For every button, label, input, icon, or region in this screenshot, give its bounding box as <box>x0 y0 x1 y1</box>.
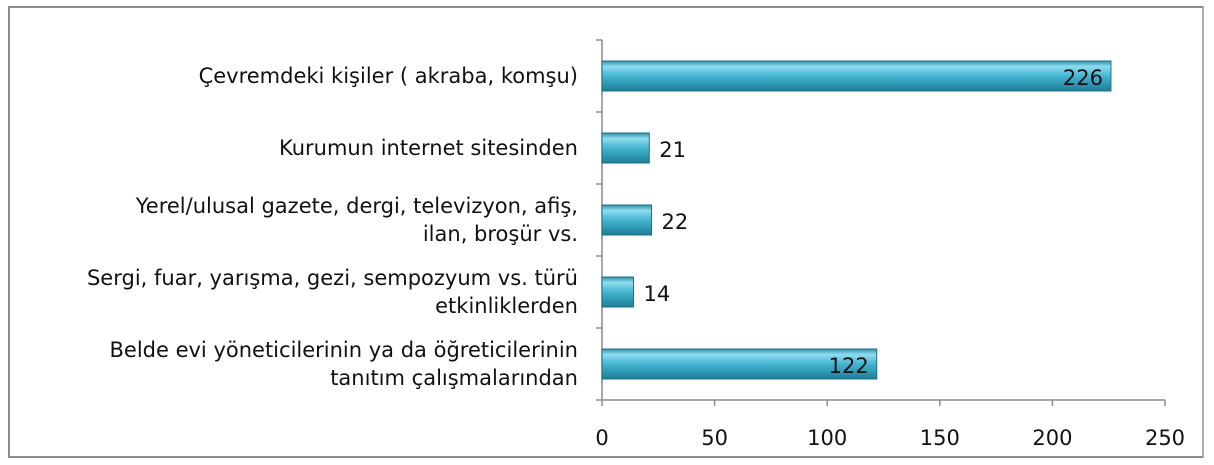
category-label: Belde evi yöneticilerinin ya da öğretici… <box>109 338 579 390</box>
x-tick-label: 200 <box>1032 426 1072 450</box>
bar <box>601 204 653 236</box>
data-label: 21 <box>659 138 686 162</box>
x-tick-label: 100 <box>807 426 847 450</box>
data-label: 122 <box>829 354 869 378</box>
category-label: Yerel/ulusal gazete, dergi, televizyon, … <box>135 194 578 246</box>
x-tick-label: 0 <box>595 426 608 450</box>
bar <box>601 60 1112 92</box>
bar <box>601 132 650 164</box>
category-label: Kurumun internet sitesinden <box>278 136 578 160</box>
x-tick-label: 150 <box>920 426 960 450</box>
data-label: 22 <box>662 210 689 234</box>
x-tick-label: 250 <box>1145 426 1185 450</box>
bar <box>601 348 878 380</box>
category-label: Çevremdeki kişiler ( akraba, komşu) <box>198 64 578 88</box>
data-label: 14 <box>644 282 671 306</box>
bar <box>601 276 635 308</box>
x-tick-label: 50 <box>701 426 728 450</box>
data-label: 226 <box>1063 66 1103 90</box>
category-label: Sergi, fuar, yarışma, gezi, sempozyum vs… <box>86 266 578 318</box>
